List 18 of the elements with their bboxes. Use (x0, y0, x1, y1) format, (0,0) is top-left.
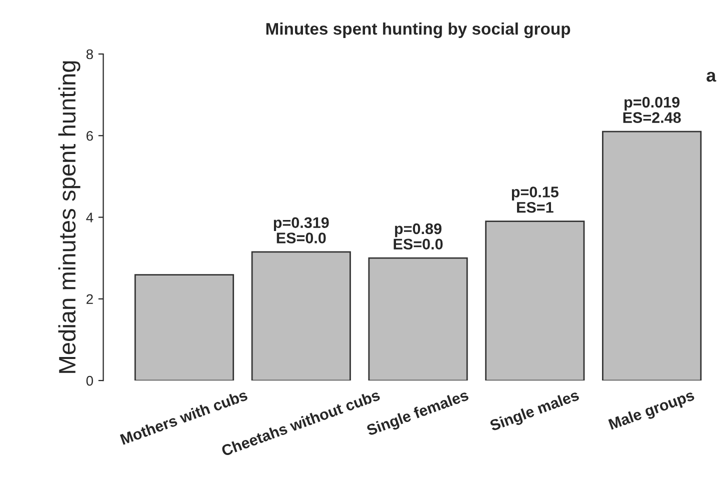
y-tick-label: 0 (86, 376, 94, 386)
y-tick-label: 2 (86, 294, 93, 304)
y-tick-label: 4 (86, 212, 94, 222)
chart-title: Minutes spent hunting by social group (266, 22, 570, 38)
annotation: a (706, 72, 716, 82)
y-tick-label: 6 (86, 130, 93, 141)
bar (251, 251, 351, 381)
bar (368, 257, 468, 381)
bar (485, 220, 585, 381)
annotation: p=0.89 ES=0.0 (394, 223, 443, 250)
bar (602, 130, 702, 381)
annotation: p=0.15 ES=1 (512, 186, 558, 213)
y-axis-title: Median minutes spent hunting (58, 61, 80, 373)
annotation: p=0.019 ES=2.48 (623, 96, 681, 123)
bar (134, 274, 234, 381)
y-tick-label: 8 (86, 49, 93, 60)
x-tick-label: Single males (489, 389, 581, 434)
annotation: p=0.319 ES=0.0 (274, 217, 329, 244)
